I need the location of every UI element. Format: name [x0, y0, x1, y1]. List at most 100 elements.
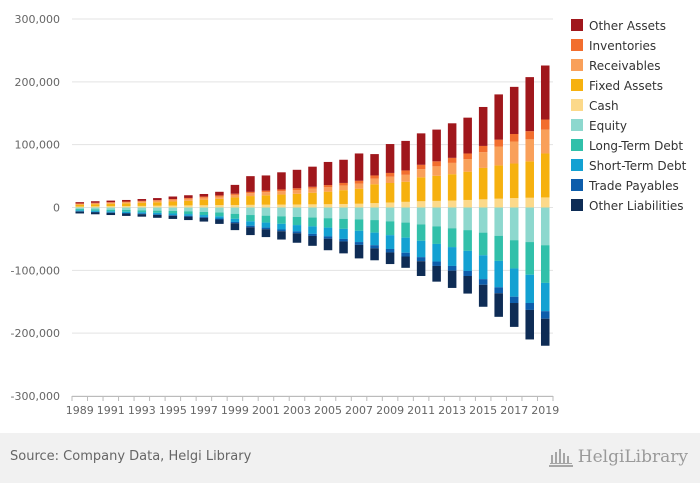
bar-segment	[354, 188, 364, 204]
bar-segment	[463, 275, 472, 294]
x-tick-label: 2009	[376, 404, 404, 417]
bar-segment	[292, 169, 302, 189]
legend-item-inventories[interactable]: Inventories	[571, 39, 656, 53]
legend-item-long-term-debt[interactable]: Long-Term Debt	[571, 139, 683, 153]
bar-segment	[153, 214, 162, 215]
bar-segment	[277, 191, 286, 195]
bar-segment	[494, 198, 503, 208]
bar-segment	[432, 161, 441, 167]
bar-segment	[401, 170, 410, 175]
bar-segment	[75, 211, 85, 214]
bar-segment	[75, 210, 85, 212]
y-tick-label: -100,000	[11, 264, 60, 277]
bar-segment	[199, 207, 209, 212]
bar-segment	[401, 252, 410, 257]
bar-segment	[199, 197, 209, 200]
bar-segment	[199, 217, 209, 222]
bar-segment	[540, 311, 550, 319]
bar-segment	[75, 202, 85, 204]
legend-item-trade-payables[interactable]: Trade Payables	[571, 179, 679, 193]
bar-segment	[463, 159, 472, 172]
bar-segment	[261, 207, 271, 216]
bar-segment	[463, 250, 472, 271]
y-tick-label: -200,000	[11, 327, 60, 340]
bar-segment	[292, 207, 302, 217]
bar-segment	[199, 211, 209, 216]
bar-segment	[230, 213, 240, 219]
legend: Other Assets Inventories Receivables Fixed …	[571, 19, 687, 213]
legend-label: Other Assets	[589, 19, 666, 33]
brand-name: HelgiLibrary	[577, 447, 688, 467]
legend-item-other-assets[interactable]: Other Assets	[571, 19, 666, 33]
bar-segment	[416, 133, 426, 165]
bar-segment	[106, 212, 116, 216]
bar-segment	[478, 152, 488, 168]
bar-segment	[153, 200, 162, 203]
bar-segment	[230, 223, 240, 231]
bar-segment	[215, 216, 224, 219]
bar-segment	[525, 131, 534, 140]
bar-segment	[246, 176, 255, 192]
bar-segment	[447, 207, 457, 229]
bar-segment	[215, 191, 224, 196]
bar-segment	[370, 184, 379, 204]
bar-segment	[323, 207, 333, 219]
bar-segment	[385, 172, 395, 177]
legend-item-cash[interactable]: Cash	[571, 99, 619, 113]
legend-item-other-liabilities[interactable]: Other Liabilities	[571, 199, 684, 213]
brand-logo[interactable]: HelgiLibrary	[548, 443, 688, 471]
legend-label: Fixed Assets	[589, 79, 663, 93]
legend-swatch	[571, 99, 583, 111]
legend-item-equity[interactable]: Equity	[571, 119, 627, 133]
legend-swatch	[571, 59, 583, 71]
bar-segment	[447, 247, 457, 266]
x-tick-label: 2011	[407, 404, 435, 417]
bar-segment	[385, 183, 395, 203]
bar-segment	[184, 214, 193, 216]
bar-segment	[261, 227, 271, 230]
bar-segment	[385, 176, 395, 183]
bar-segment	[91, 203, 100, 205]
bar-segment	[137, 207, 147, 211]
bar-segment	[122, 203, 131, 207]
bar-segment	[323, 191, 333, 205]
x-tick-label: 1999	[221, 404, 249, 417]
bar-segment	[416, 164, 426, 170]
bar-segment	[370, 207, 379, 221]
legend-item-fixed-assets[interactable]: Fixed Assets	[571, 79, 663, 93]
bar-segment	[494, 235, 503, 261]
bar-segment	[525, 77, 534, 132]
bar-segment	[137, 214, 147, 217]
bar-segment	[432, 166, 441, 176]
bar-segment	[292, 190, 302, 194]
bar-segment	[215, 205, 224, 208]
bar-segment	[385, 248, 395, 253]
bar-segment	[137, 200, 147, 202]
bar-segment	[354, 219, 364, 231]
bar-segment	[246, 221, 255, 226]
legend-swatch	[571, 159, 583, 171]
bar-segment	[432, 243, 441, 262]
bar-segment	[478, 207, 488, 233]
legend-item-short-term-debt[interactable]: Short-Term Debt	[571, 159, 687, 173]
bar-segment	[540, 245, 550, 283]
bar-segment	[75, 207, 85, 210]
bar-segment	[277, 194, 286, 205]
legend-item-receivables[interactable]: Receivables	[571, 59, 661, 73]
bar-segment	[75, 206, 85, 208]
bar-segment	[168, 207, 178, 211]
legend-label: Cash	[589, 99, 619, 113]
bar-segment	[137, 210, 147, 213]
series-trade-payables	[75, 211, 550, 319]
bar-segment	[246, 225, 255, 228]
bar-segment	[230, 197, 240, 205]
bar-segment	[292, 216, 302, 226]
x-tick-label: 2005	[314, 404, 342, 417]
bar-segment	[478, 284, 488, 307]
bar-segment	[416, 207, 426, 225]
bar-segment	[494, 287, 503, 294]
bar-segment	[261, 204, 271, 208]
series-receivables	[75, 129, 550, 205]
bar-segment	[323, 204, 333, 208]
bar-segment	[447, 174, 457, 201]
